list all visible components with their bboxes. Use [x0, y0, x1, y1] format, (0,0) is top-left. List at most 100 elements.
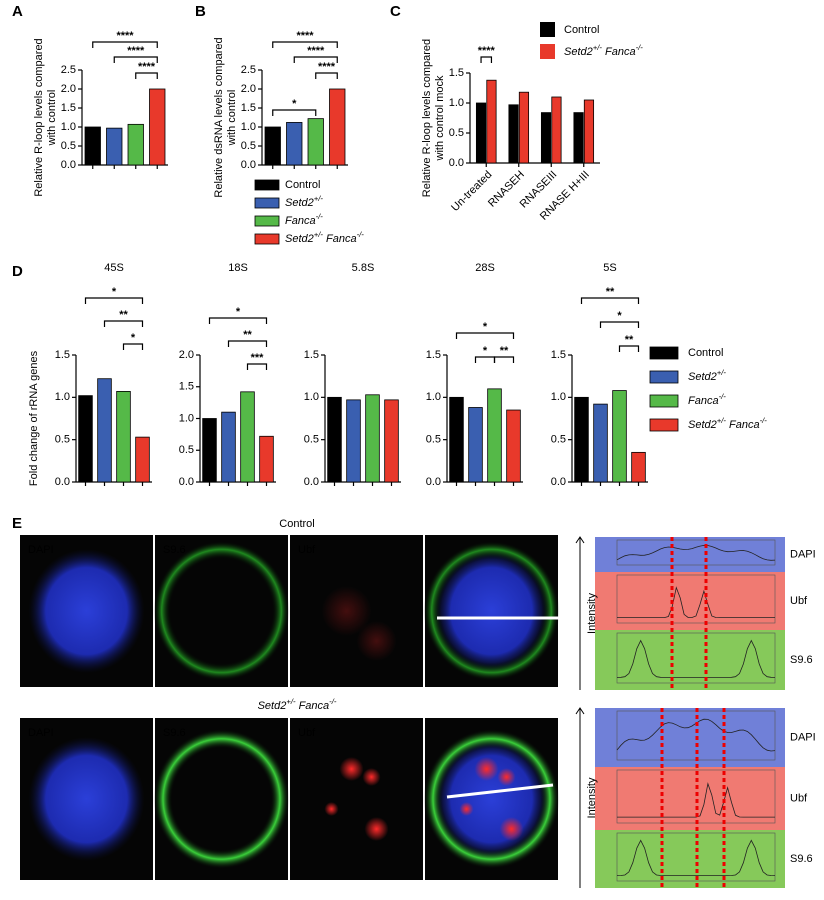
y-axis-label: Relative R-loop levels compared [421, 39, 433, 197]
significance-label: **** [478, 45, 496, 57]
bar [116, 391, 131, 483]
intensity-label: Intensity [586, 593, 598, 634]
y-tick-label: 0.5 [55, 434, 70, 446]
bar [106, 127, 123, 166]
bar [286, 122, 303, 166]
significance-bracket [135, 72, 158, 79]
channel-label: S9.6 [163, 727, 186, 739]
nucleus [28, 549, 145, 673]
significance-bracket [84, 297, 144, 304]
ubf-signal [356, 621, 397, 661]
bar [573, 112, 584, 164]
bar [78, 395, 93, 483]
ring [423, 729, 560, 869]
significance-label: **** [318, 61, 336, 73]
legend-label: Setd2+/- Fanca-/- [285, 230, 364, 245]
bar [612, 390, 627, 483]
y-tick-label: 0.0 [551, 476, 566, 488]
y-tick-label: 1.0 [61, 121, 76, 133]
y-tick-label: 2.5 [61, 64, 76, 76]
legend-swatch [540, 44, 555, 59]
bar [346, 399, 361, 483]
y-tick-label: 0.5 [304, 434, 319, 446]
legend-label: Control [688, 347, 723, 359]
profile-channel-label: S9.6 [790, 654, 813, 666]
significance-bracket [599, 321, 640, 328]
legend-swatch [649, 370, 679, 384]
chart-title: 5S [603, 262, 616, 274]
significance-label: **** [127, 45, 145, 57]
profile-band [595, 572, 785, 630]
y-tick-label: 2.0 [241, 83, 256, 95]
profile-trace [617, 586, 775, 618]
bar [135, 436, 150, 483]
significance-label: ** [625, 334, 634, 346]
ring [153, 729, 290, 869]
y-tick-label: 0.5 [61, 140, 76, 152]
y-tick-label: 0.0 [426, 476, 441, 488]
bar [449, 396, 464, 483]
y-axis-label: with control [226, 90, 238, 147]
bar [384, 399, 399, 483]
profile-band [595, 830, 785, 888]
panel-label: C [390, 3, 401, 20]
bar [327, 396, 342, 483]
chart-title: 18S [228, 262, 248, 274]
chart-title: 28S [475, 262, 495, 274]
bar [202, 418, 217, 483]
y-tick-label: 1.5 [61, 102, 76, 114]
y-tick-label: 0.5 [179, 444, 194, 456]
panel-label: B [195, 3, 206, 20]
bar [329, 88, 346, 166]
legend-swatch [649, 346, 679, 360]
y-tick-label: 0.5 [449, 127, 464, 139]
profile-channel-label: Ubf [790, 792, 808, 804]
ubf-signal [324, 802, 339, 816]
y-axis-label: with control [46, 90, 58, 147]
bar [221, 411, 236, 483]
y-axis-label: Fold change of rRNA genes [28, 350, 40, 486]
profile-trace [616, 639, 776, 678]
arrow-head [575, 707, 585, 715]
significance-bracket [293, 56, 338, 63]
ubf-signal [459, 802, 474, 816]
legend-label: Fanca-/- [285, 212, 323, 227]
legend-swatch [254, 197, 280, 209]
y-tick-label: 1.5 [304, 349, 319, 361]
bar [468, 407, 483, 483]
chart-title: 45S [104, 262, 124, 274]
ubf-signal [474, 757, 499, 781]
profile-plot [616, 632, 776, 684]
profile-channel-label: DAPI [790, 731, 816, 743]
ubf-signal [339, 757, 364, 781]
ring [153, 541, 290, 681]
significance-bracket [315, 72, 338, 79]
significance-label: *** [251, 352, 265, 364]
bar [583, 99, 595, 164]
profile-trace [617, 782, 775, 818]
bar [631, 451, 646, 483]
legend-label: Control [564, 24, 599, 36]
significance-label: * [483, 345, 488, 357]
significance-bracket [227, 340, 268, 347]
y-tick-label: 0.5 [426, 434, 441, 446]
significance-bracket [122, 343, 144, 350]
significance-label: **** [307, 45, 325, 57]
profile-channel-label: DAPI [790, 548, 816, 560]
significance-bracket [113, 56, 158, 63]
y-tick-label: 0.0 [241, 159, 256, 171]
y-tick-label: 0.0 [449, 157, 464, 169]
y-tick-label: 0.5 [551, 434, 566, 446]
significance-bracket [480, 56, 493, 63]
bar [97, 378, 112, 483]
profile-trace [616, 839, 776, 876]
significance-label: * [617, 310, 622, 322]
panel-label: D [12, 263, 23, 280]
legend-label: Setd2+/- [688, 368, 726, 383]
intensity-label: Intensity [586, 777, 598, 818]
significance-bracket [208, 317, 268, 324]
panel-label: E [12, 515, 22, 532]
y-tick-label: 2.5 [241, 64, 256, 76]
bar [593, 403, 608, 483]
profile-channel-label: S9.6 [790, 853, 813, 865]
